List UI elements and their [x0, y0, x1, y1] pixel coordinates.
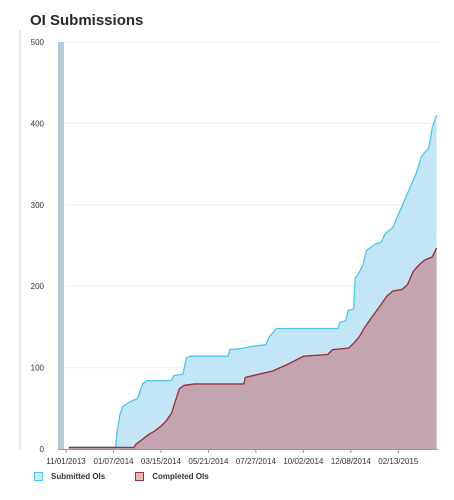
x-tick-label: 01/07/2014	[93, 457, 134, 466]
y-tick-label: 400	[31, 119, 45, 128]
x-tick-label: 07/27/2014	[236, 457, 277, 466]
legend-label-completed: Completed OIs	[152, 472, 209, 481]
y-tick-label: 100	[31, 364, 45, 373]
y-tick-label: 500	[31, 38, 45, 47]
area-completed	[68, 247, 437, 449]
line-submitted	[68, 115, 438, 449]
chart-title: OI Submissions	[30, 12, 144, 29]
legend-swatch-submitted	[34, 472, 43, 481]
x-tick-label: 12/08/2014	[331, 457, 372, 466]
line-completed	[68, 247, 438, 449]
area-layer	[68, 115, 438, 450]
legend-swatch-completed	[135, 472, 145, 481]
y-tick-labels: 0 100 200 300 400 500	[31, 38, 45, 454]
x-tick-label: 05/21/2014	[188, 457, 229, 466]
x-tick-labels: 11/01/2013 01/07/2014 03/15/2014 05/21/2014…	[46, 457, 419, 466]
x-tick-label: 02/13/2015	[378, 457, 419, 466]
axis-layer	[19, 30, 438, 453]
y-tick-label: 200	[31, 282, 45, 291]
legend-item-completed[interactable]: Completed OIs	[135, 472, 209, 481]
x-tick-label: 03/15/2014	[141, 457, 182, 466]
legend: Submitted OIs Completed OIs	[34, 472, 239, 481]
legend-label-submitted: Submitted OIs	[51, 472, 106, 481]
x-tick-label: 11/01/2013	[46, 457, 86, 466]
y-tick-label: 0	[40, 445, 45, 454]
legend-item-submitted[interactable]: Submitted OIs	[34, 472, 105, 481]
y-axis-bar	[58, 42, 64, 449]
x-tick-label: 10/02/2014	[283, 457, 324, 466]
y-tick-label: 300	[31, 201, 45, 210]
